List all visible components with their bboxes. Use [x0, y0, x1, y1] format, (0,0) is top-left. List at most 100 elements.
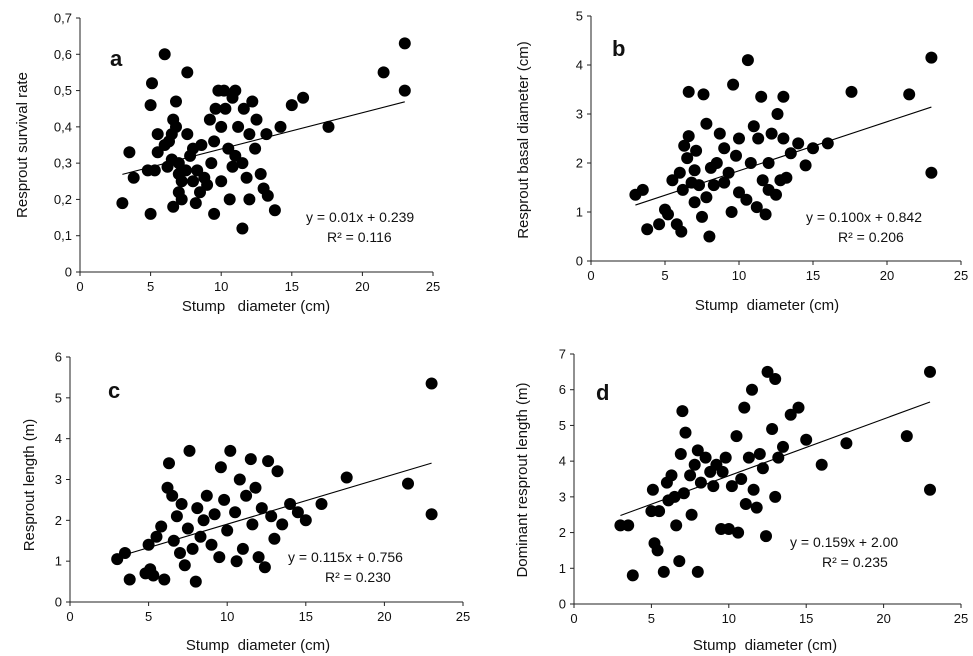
- panel-a-data-point: [209, 102, 222, 115]
- panel-d-y-tick-label: 1: [559, 561, 566, 576]
- panel-d-data-point: [800, 433, 813, 446]
- panel-c-x-tick-label: 20: [377, 609, 391, 624]
- panel-a-y-ticks: 0 0,1 0,2 0,3 0,4 0,5 0,6 0,7: [54, 11, 80, 280]
- panel-c-data-point: [158, 573, 171, 586]
- panel-a-data-point: [249, 142, 262, 155]
- panel-c-data-point: [167, 534, 180, 547]
- panel-d-r-squared: R² = 0.235: [822, 554, 888, 570]
- panel-b-data-point: [678, 139, 691, 152]
- panel-c-x-tick-label: 5: [145, 609, 152, 624]
- panel-a-y-tick-label: 0,7: [54, 11, 72, 26]
- panel-b-data-point: [925, 166, 938, 179]
- panel-b-data-point: [755, 90, 768, 103]
- panel-d-letter: d: [596, 380, 609, 405]
- panel-d-x-tick-label: 10: [722, 611, 736, 626]
- panel-b-data-point: [740, 193, 753, 206]
- panel-a-data-point: [297, 91, 310, 104]
- panel-d-y-tick-label: 3: [559, 489, 566, 504]
- panel-a-data-point: [208, 207, 221, 220]
- panel-d-x-tick-label: 0: [570, 611, 577, 626]
- panel-c-data-point: [123, 573, 136, 586]
- panel-d-data-point: [674, 448, 687, 460]
- panel-b-letter: b: [612, 36, 625, 61]
- panel-c-data-point: [155, 520, 168, 533]
- panel-b-data-point: [845, 85, 858, 98]
- panel-a-data-point: [208, 135, 221, 148]
- panel-d-data-point: [691, 444, 704, 457]
- panel-b-data-point: [792, 137, 805, 150]
- panel-b-y-tick-label: 3: [576, 107, 583, 122]
- panel-b-data-point: [722, 166, 735, 179]
- panel-d-y-tick-label: 5: [559, 418, 566, 433]
- panel-a-x-tick-label: 5: [147, 279, 154, 294]
- panel-b-data-point: [756, 174, 769, 187]
- panel-c-data-point: [244, 453, 257, 466]
- panel-d-data-point: [677, 487, 690, 500]
- panel-c-data-point: [255, 502, 268, 515]
- panel-b-x-tick-label: 5: [661, 268, 668, 283]
- panel-d-data-point: [840, 437, 853, 450]
- panel-b-data-point: [770, 188, 782, 201]
- panel-c-data-point: [194, 530, 207, 543]
- panel-c-x-tick-label: 10: [220, 609, 234, 624]
- panel-a-data-point: [151, 128, 164, 141]
- panel-a-trendline: [122, 101, 405, 175]
- panel-b: 0 5 10 15 20 25 0 1 2 3 4 5 b y = 0.100x + 0.842 R…: [515, 9, 968, 315]
- panel-c-data-point: [425, 508, 438, 521]
- panel-c-data-point: [291, 506, 304, 519]
- panel-d-data-point: [784, 408, 797, 421]
- panel-b-data-point: [733, 186, 745, 199]
- panel-b-y-ticks: 0 1 2 3 4 5: [576, 9, 591, 269]
- panel-c-data-point: [205, 538, 218, 551]
- panel-d-data-point: [668, 490, 681, 503]
- panel-a-data-point: [144, 99, 157, 112]
- panel-c-data-point: [252, 551, 265, 564]
- panel-c-data-point: [276, 518, 289, 531]
- panel-b-data-point: [700, 117, 713, 130]
- panel-c-data-point: [181, 522, 194, 535]
- panel-a-data-point: [205, 157, 218, 170]
- panel-b-x-tick-label: 10: [732, 268, 746, 283]
- panel-c-y-tick-label: 2: [55, 513, 62, 528]
- panel-a-data-point: [229, 84, 242, 97]
- panel-a-x-tick-label: 25: [426, 279, 440, 294]
- panel-c-y-tick-label: 5: [55, 390, 62, 405]
- panel-a-data-point: [170, 95, 182, 108]
- panel-d-data-point: [750, 501, 763, 514]
- panel-d-trendline: [620, 401, 931, 517]
- panel-b-data-point: [762, 157, 775, 169]
- panel-c-y-tick-label: 6: [55, 350, 62, 365]
- panel-c-data-point: [262, 455, 275, 468]
- panel-c-data-point: [236, 542, 249, 555]
- panel-d-x-axis-title: Stump diameter (cm): [693, 637, 837, 654]
- panel-d-data-point: [646, 483, 659, 496]
- panel-d-data-point: [684, 469, 697, 482]
- panel-a-data-point: [175, 175, 188, 188]
- panel-b-data-point: [821, 137, 834, 150]
- panel-c-data-point: [249, 481, 262, 494]
- panel-c-data-point: [425, 377, 438, 390]
- panel-c-y-tick-label: 3: [55, 472, 62, 487]
- panel-a-data-point: [146, 77, 158, 90]
- panel-d-data-point: [761, 365, 774, 378]
- panel-a-data-point: [236, 222, 249, 235]
- panel-c-data-point: [271, 465, 284, 478]
- panel-b-trendline: [635, 106, 932, 206]
- panel-a-y-tick-label: 0,5: [54, 83, 72, 98]
- panel-b-data-point: [693, 179, 705, 192]
- panel-d-data-point: [665, 469, 678, 482]
- panel-c-r-squared: R² = 0.230: [325, 569, 391, 585]
- panel-b-data-point: [741, 54, 754, 67]
- panel-c-data-point: [147, 569, 160, 582]
- panel-a-x-axis-title: Stump diameter (cm): [182, 298, 330, 315]
- panel-d-data-point: [679, 426, 692, 439]
- panel-a-data-point: [322, 120, 335, 133]
- panel-b-data-point: [666, 174, 679, 187]
- panel-d-data-point: [730, 430, 743, 443]
- panel-d-data-point: [676, 405, 689, 418]
- panel-d-data-point: [688, 458, 701, 471]
- panel-b-data-point: [718, 142, 731, 155]
- panel-d-data-point: [657, 565, 670, 578]
